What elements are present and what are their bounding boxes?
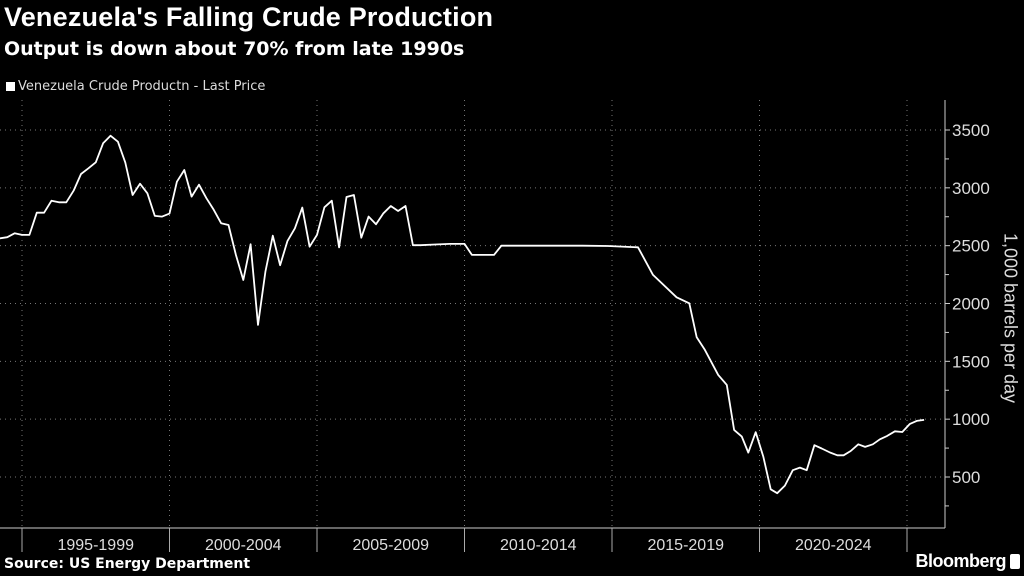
logo-text: Bloomberg [915, 551, 1006, 571]
legend-label: Venezuela Crude Productn - Last Price [18, 79, 266, 94]
x-tick-label: 1995-1999 [57, 537, 134, 554]
chart-subtitle: Output is down about 70% from late 1990s [4, 38, 465, 60]
y-tick-label: 2000 [952, 295, 990, 314]
source-note: Source: US Energy Department [4, 556, 251, 572]
x-tick-label: 2010-2014 [500, 537, 577, 554]
y-tick-label: 1500 [952, 352, 990, 371]
y-tick-label: 2500 [952, 237, 990, 256]
x-tick-label: 2005-2009 [352, 537, 429, 554]
y-tick-label: 3500 [952, 121, 990, 140]
chart-title: Venezuela's Falling Crude Production [4, 2, 494, 32]
y-tick-label: 3000 [952, 179, 990, 198]
x-tick-label: 2020-2024 [795, 537, 872, 554]
x-tick-label: 2000-2004 [205, 537, 282, 554]
bloomberg-logo: Bloomberg [915, 551, 1020, 572]
bloomberg-logo-icon [1010, 554, 1020, 569]
series-line [0, 134, 925, 495]
legend: Venezuela Crude Productn - Last Price [6, 79, 265, 94]
y-tick-label: 1000 [952, 410, 990, 429]
x-tick-label: 2015-2019 [647, 537, 724, 554]
legend-swatch [6, 82, 15, 91]
y-tick-label: 500 [952, 468, 980, 487]
y-axis-label: 1,000 barrels per day [1000, 232, 1021, 404]
